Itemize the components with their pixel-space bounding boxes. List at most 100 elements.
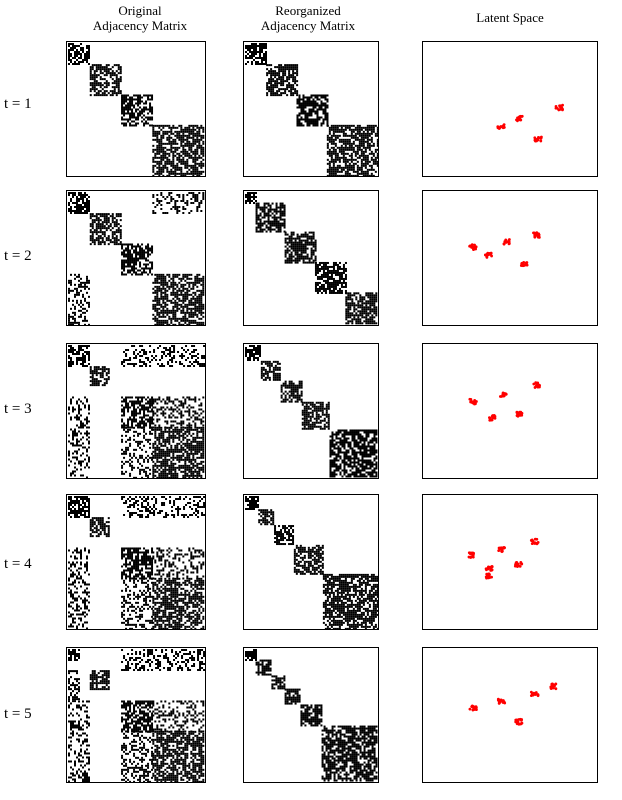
latent-point <box>498 395 502 398</box>
original-matrix-2 <box>66 190 206 326</box>
latent-point <box>517 411 521 415</box>
header-original: Original Adjacency Matrix <box>70 3 210 33</box>
reorganized-matrix-2 <box>243 190 379 326</box>
row-label-4: t = 4 <box>4 556 32 572</box>
latent-point <box>487 573 490 577</box>
latent-point <box>539 136 542 140</box>
latent-space-2 <box>422 190 598 326</box>
latent-cluster <box>532 381 541 389</box>
matrix-block <box>121 426 154 479</box>
matrix-block <box>301 401 330 430</box>
latent-point <box>535 537 539 541</box>
latent-point <box>519 118 523 122</box>
latent-cluster <box>497 545 506 554</box>
header-latent: Latent Space <box>440 10 580 25</box>
latent-point <box>497 549 501 553</box>
latent-cluster <box>549 682 558 691</box>
panel-frame <box>422 494 598 630</box>
latent-point <box>514 718 518 722</box>
latent-point <box>468 397 472 401</box>
latent-point <box>515 410 519 414</box>
row-label-1: t = 1 <box>4 96 32 112</box>
latent-point <box>499 546 503 550</box>
matrix-block <box>293 544 324 575</box>
latent-point <box>502 242 506 246</box>
matrix-block <box>296 94 329 127</box>
latent-point <box>554 687 558 691</box>
latent-cluster <box>519 260 529 268</box>
matrix-block <box>271 675 286 690</box>
original-matrix-5 <box>66 647 206 783</box>
latent-point <box>504 392 507 396</box>
latent-point <box>499 125 503 128</box>
matrix-block <box>280 380 303 403</box>
latent-point <box>470 400 474 404</box>
latent-point <box>503 701 507 705</box>
latent-point <box>524 261 528 265</box>
latent-point <box>499 699 503 703</box>
latent-cluster <box>515 410 524 418</box>
header-reorganized: Reorganized Adjacency Matrix <box>238 3 378 33</box>
matrix-block <box>121 94 154 127</box>
latent-point <box>490 565 494 568</box>
matrix-block <box>68 273 90 326</box>
latent-point <box>532 691 536 695</box>
panel-frame <box>422 41 598 177</box>
matrix-block <box>68 496 90 518</box>
latent-point <box>502 394 505 398</box>
matrix-block <box>258 509 275 526</box>
matrix-block <box>245 649 257 661</box>
matrix-block <box>345 292 378 325</box>
latent-point <box>530 542 534 545</box>
latent-point <box>500 549 503 553</box>
matrix-block <box>321 725 378 782</box>
latent-cluster <box>514 717 524 726</box>
matrix-block <box>152 192 205 214</box>
matrix-block <box>121 700 154 733</box>
latent-point <box>539 139 543 143</box>
matrix-block <box>121 577 154 630</box>
matrix-block <box>89 366 110 387</box>
latent-cluster <box>529 537 540 546</box>
latent-point <box>520 562 524 566</box>
latent-point <box>520 114 524 118</box>
matrix-block <box>152 577 205 630</box>
matrix-block <box>152 730 205 783</box>
latent-point <box>472 708 476 711</box>
matrix-block <box>245 192 257 204</box>
latent-point <box>473 243 476 247</box>
matrix-block <box>314 261 347 294</box>
latent-cluster <box>513 560 524 568</box>
latent-point <box>514 561 518 564</box>
latent-cluster <box>484 572 493 580</box>
latent-point <box>557 108 561 112</box>
latent-cluster <box>468 243 478 251</box>
latent-point <box>473 402 476 406</box>
matrix-block <box>89 517 110 538</box>
panel-frame <box>422 647 598 783</box>
latent-cluster <box>502 238 511 246</box>
header-latent-line1: Latent Space <box>476 10 544 25</box>
matrix-block <box>326 124 379 177</box>
reorganized-matrix-1 <box>243 41 379 177</box>
latent-point <box>501 126 505 130</box>
matrix-block <box>121 730 154 783</box>
latent-point <box>489 418 492 422</box>
matrix-block <box>68 192 90 214</box>
latent-point <box>551 686 555 690</box>
matrix-block <box>152 700 205 733</box>
original-matrix-4 <box>66 494 206 630</box>
latent-point <box>507 242 511 245</box>
matrix-block <box>121 396 154 429</box>
matrix-block <box>322 573 379 630</box>
matrix-block <box>245 496 259 510</box>
latent-point <box>516 720 520 724</box>
latent-point <box>533 136 537 140</box>
latent-point <box>529 690 533 694</box>
latent-point <box>533 541 536 545</box>
matrix-block <box>121 345 206 367</box>
row-label-3: t = 3 <box>4 401 32 417</box>
matrix-block <box>260 360 281 381</box>
reorganized-matrix-3 <box>243 343 379 479</box>
latent-point <box>520 721 524 725</box>
